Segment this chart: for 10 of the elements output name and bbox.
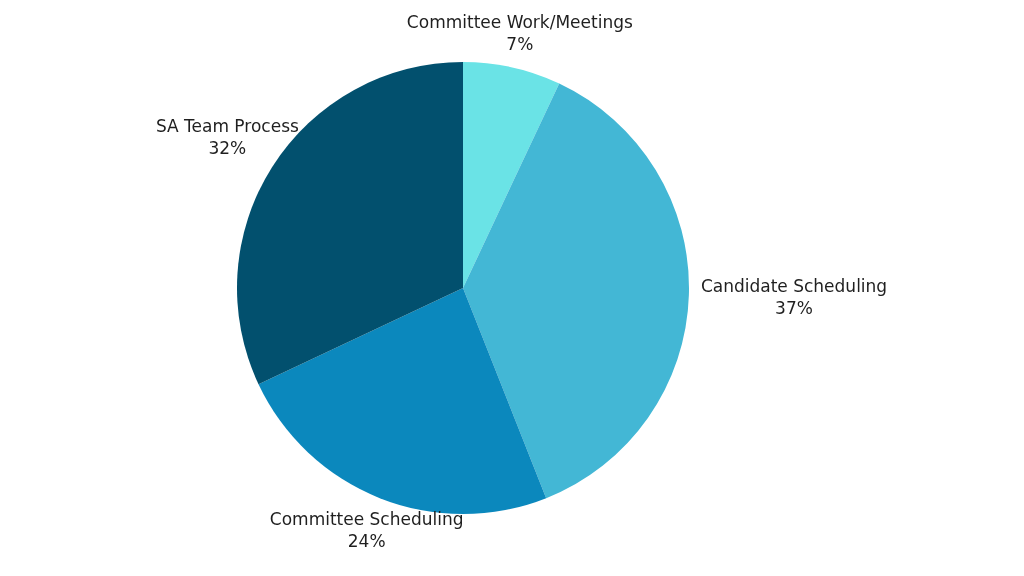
slice-label: Candidate Scheduling [700, 276, 888, 297]
pie-slice [463, 83, 689, 499]
data-label: 24% [347, 531, 386, 552]
data-label: 32% [208, 138, 247, 159]
slice-label: Committee Scheduling [269, 509, 464, 530]
data-label: 7% [506, 33, 534, 54]
pie-slice [463, 62, 560, 288]
data-label: 37% [775, 298, 813, 319]
slice-label: SA Team Process [155, 116, 300, 137]
slice-label: Committee Work/Meetings [406, 11, 633, 32]
